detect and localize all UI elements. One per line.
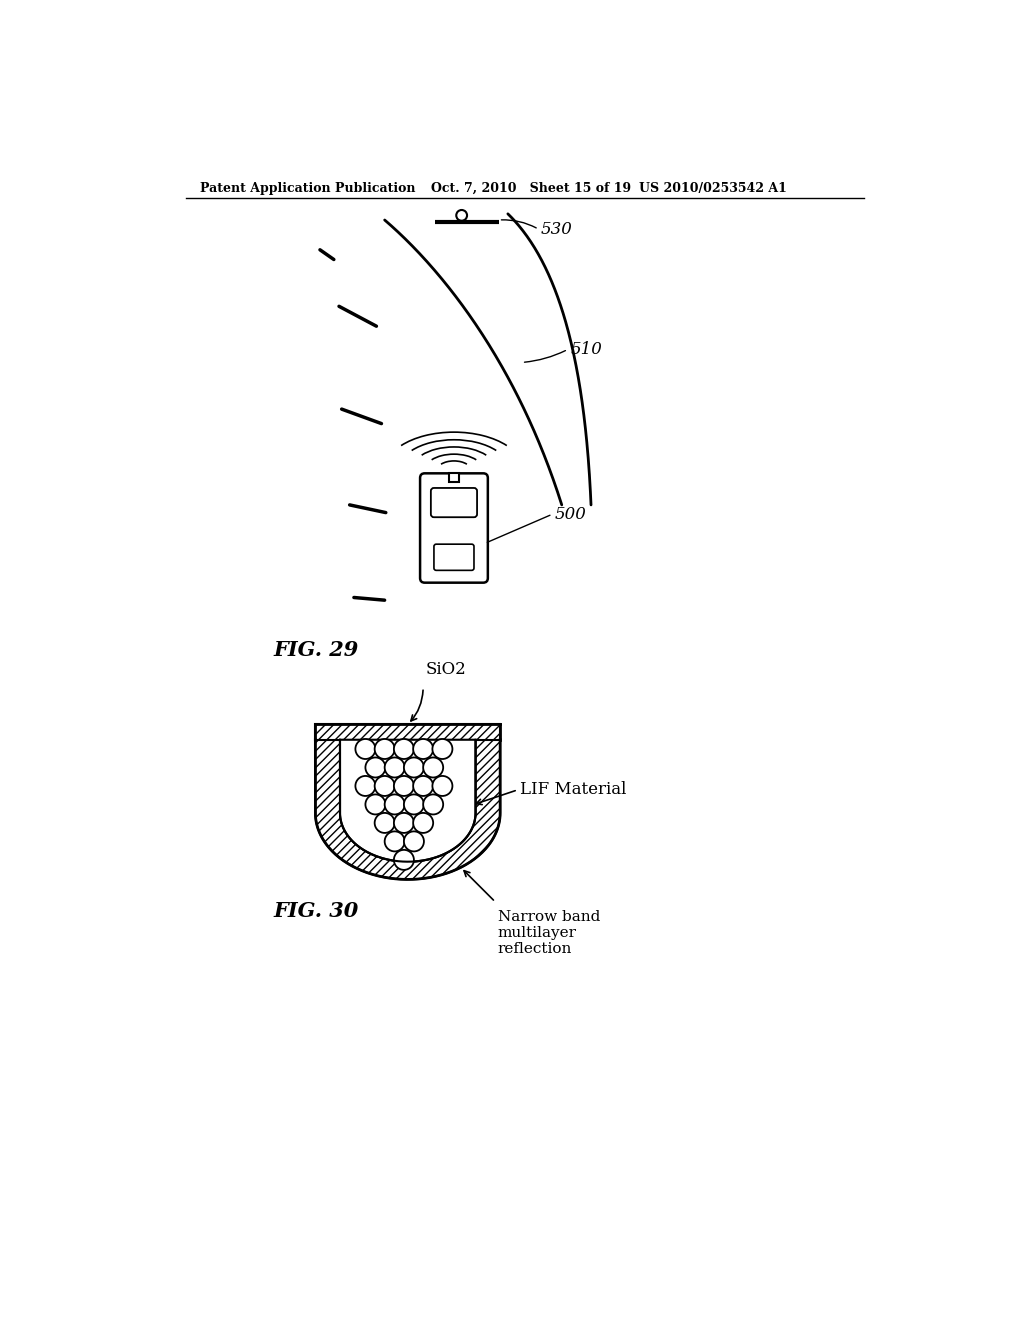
Bar	[449, 473, 460, 482]
Text: Patent Application Publication: Patent Application Publication	[200, 182, 416, 194]
Circle shape	[413, 776, 433, 796]
Text: SiO2: SiO2	[425, 661, 466, 678]
Polygon shape	[315, 725, 500, 739]
Circle shape	[394, 813, 414, 833]
Circle shape	[394, 739, 414, 759]
Circle shape	[355, 776, 376, 796]
Circle shape	[375, 776, 394, 796]
Circle shape	[403, 758, 424, 777]
Circle shape	[423, 758, 443, 777]
Circle shape	[375, 813, 394, 833]
Circle shape	[355, 739, 376, 759]
Text: 530: 530	[541, 220, 572, 238]
Text: 500: 500	[555, 506, 587, 523]
Circle shape	[413, 739, 433, 759]
Circle shape	[403, 832, 424, 851]
FancyBboxPatch shape	[431, 488, 477, 517]
Polygon shape	[340, 739, 475, 862]
Circle shape	[403, 795, 424, 814]
Circle shape	[432, 776, 453, 796]
Polygon shape	[315, 739, 500, 879]
Text: FIG. 29: FIG. 29	[273, 640, 358, 660]
Circle shape	[432, 739, 453, 759]
Circle shape	[366, 795, 385, 814]
FancyBboxPatch shape	[420, 474, 487, 582]
Text: FIG. 30: FIG. 30	[273, 902, 358, 921]
Text: Oct. 7, 2010   Sheet 15 of 19: Oct. 7, 2010 Sheet 15 of 19	[431, 182, 631, 194]
FancyBboxPatch shape	[434, 544, 474, 570]
Text: US 2010/0253542 A1: US 2010/0253542 A1	[639, 182, 786, 194]
Circle shape	[413, 813, 433, 833]
Text: LIF Material: LIF Material	[520, 781, 627, 799]
Circle shape	[385, 758, 404, 777]
Text: Narrow band
multilayer
reflection: Narrow band multilayer reflection	[498, 909, 600, 956]
Circle shape	[394, 776, 414, 796]
Circle shape	[385, 795, 404, 814]
Circle shape	[385, 832, 404, 851]
Circle shape	[366, 758, 385, 777]
Circle shape	[394, 850, 414, 870]
Text: 510: 510	[570, 341, 602, 358]
Circle shape	[423, 795, 443, 814]
Circle shape	[375, 739, 394, 759]
